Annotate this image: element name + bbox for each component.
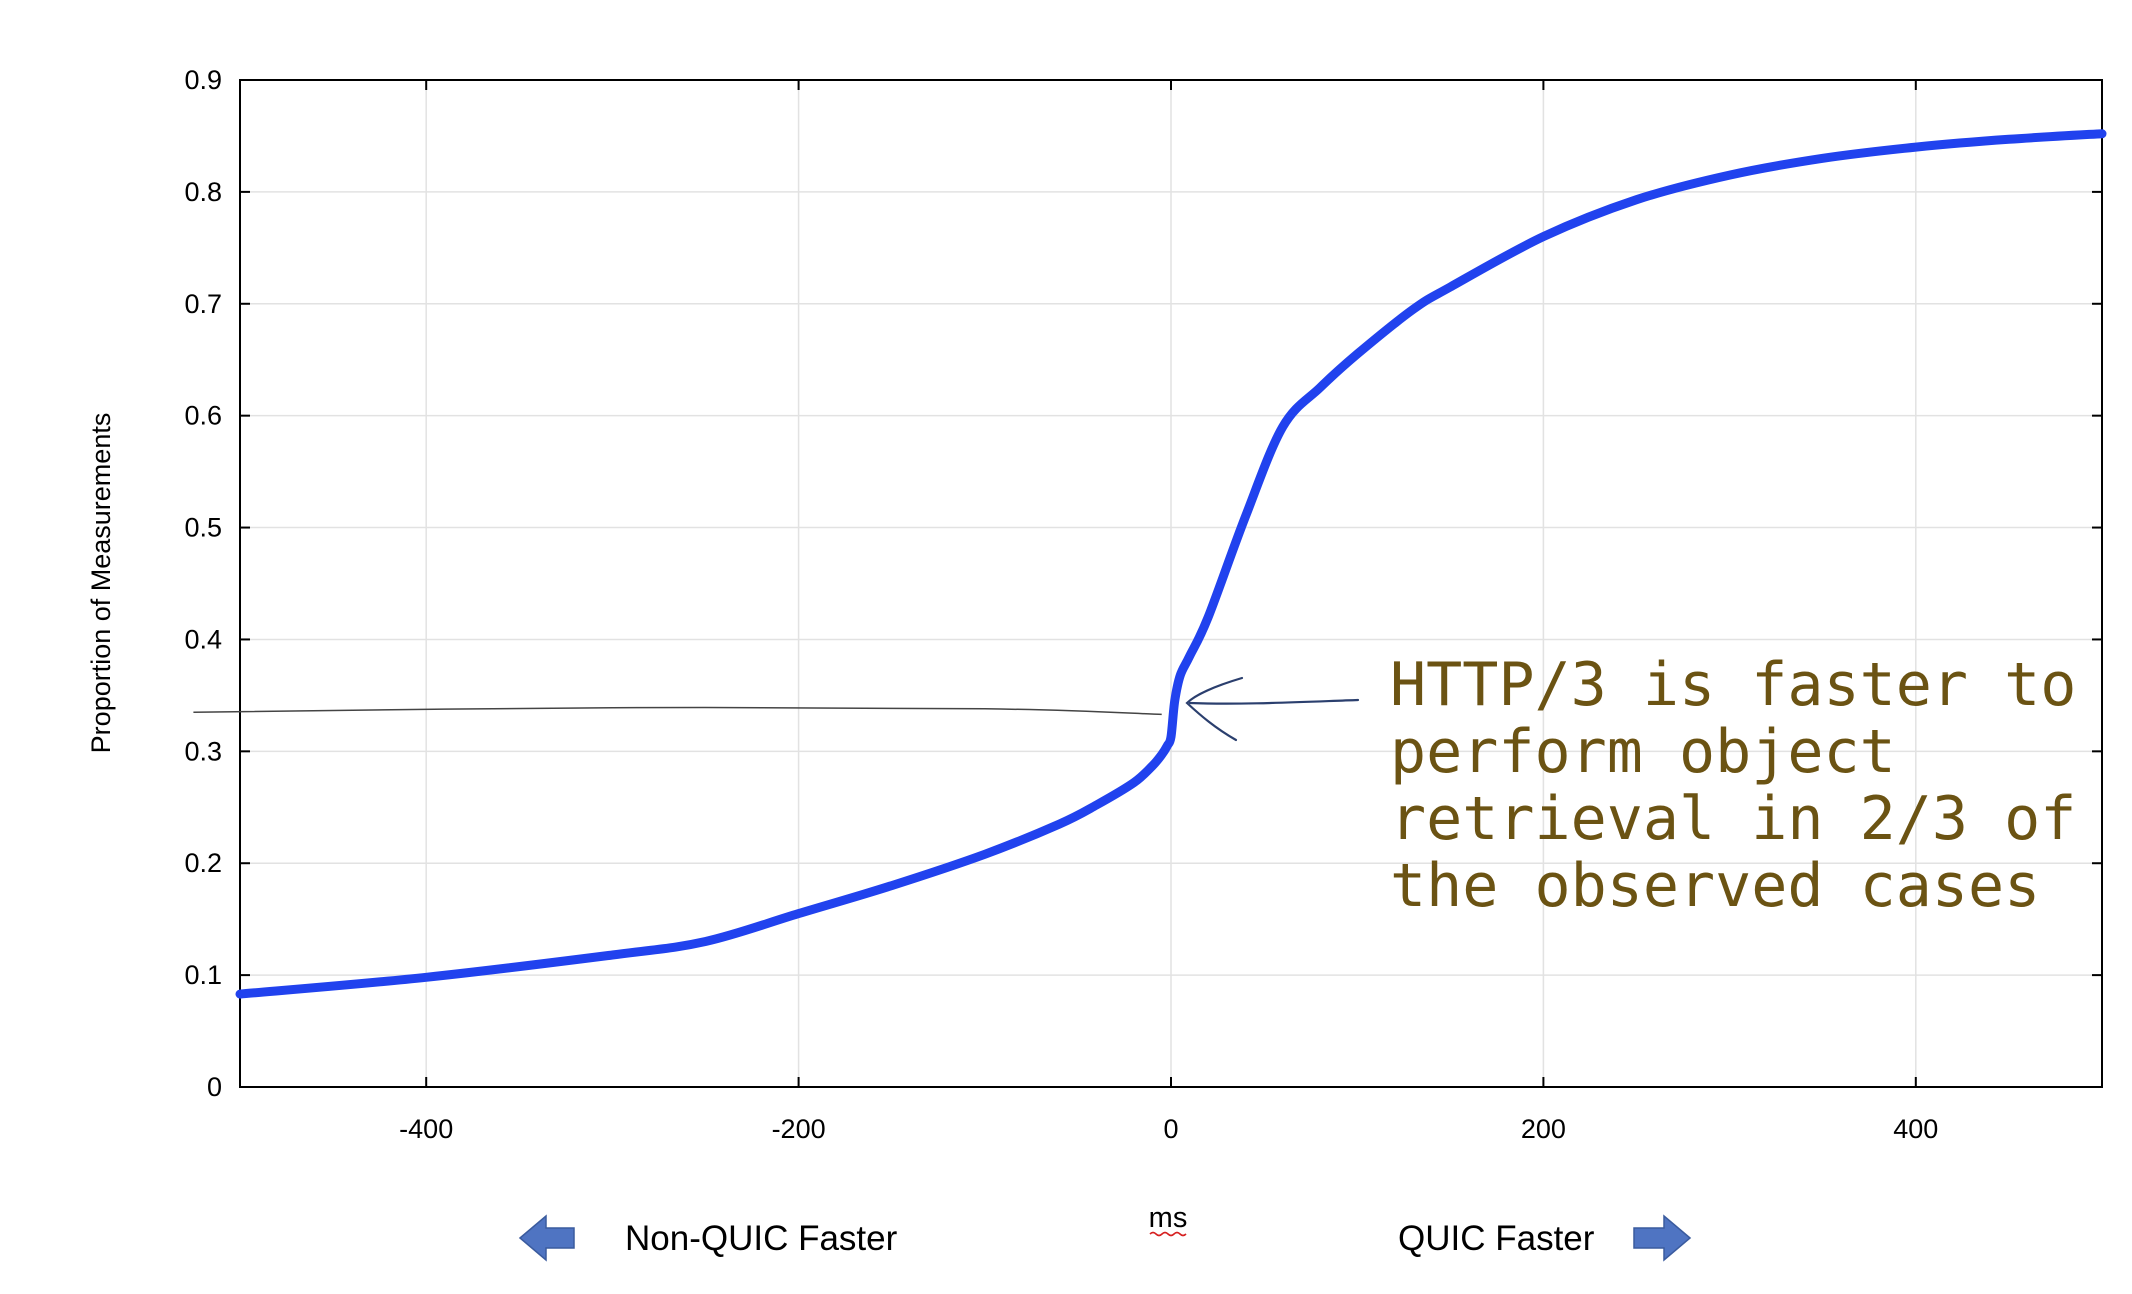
- legend-right-label: QUIC Faster: [1398, 1219, 1595, 1258]
- y-tick-labels: 0 0.1 0.2 0.3 0.4 0.5 0.6 0.7 0.8 0.9: [184, 65, 222, 1102]
- x-tick-labels: -400 -200 0 200 400: [399, 1114, 1938, 1144]
- grid-lines: [240, 80, 2102, 1087]
- x-axis-title: ms: [1149, 1202, 1188, 1234]
- y-tick-label: 0.6: [184, 401, 222, 431]
- annotation-text: HTTP/3 is faster to perform object retri…: [1390, 650, 2076, 921]
- x-tick-label: -400: [399, 1114, 453, 1144]
- y-tick-label: 0.8: [184, 177, 222, 207]
- x-tick-label: 0: [1163, 1114, 1178, 1144]
- right-arrow-icon: [1633, 1214, 1692, 1262]
- y-tick-label: 0.3: [184, 736, 222, 766]
- x-tick-label: 200: [1521, 1114, 1566, 1144]
- reference-line: [193, 706, 1162, 716]
- y-axis-title: Proportion of Measurements: [86, 413, 116, 754]
- y-tick-label: 0: [207, 1072, 222, 1102]
- y-tick-label: 0.9: [184, 65, 222, 95]
- annotation-arrow: [1185, 676, 1360, 742]
- x-tick-label: -200: [772, 1114, 826, 1144]
- y-tick-label: 0.5: [184, 513, 222, 543]
- spellcheck-underline: [1149, 1231, 1187, 1237]
- annotation-line-2: perform object: [1390, 717, 1896, 787]
- legend-left-label: Non-QUIC Faster: [625, 1219, 898, 1258]
- annotation-line-1: HTTP/3 is faster to: [1390, 650, 2076, 720]
- annotation-line-3: retrieval in 2/3 of: [1390, 784, 2076, 854]
- annotation-line-4: the observed cases: [1390, 851, 2040, 921]
- y-tick-label: 0.1: [184, 960, 222, 990]
- series-line: [235, 129, 2107, 999]
- axis-ticks: [240, 79, 2102, 1088]
- y-tick-label: 0.7: [184, 289, 222, 319]
- left-arrow-icon: [518, 1214, 575, 1262]
- y-tick-label: 0.2: [184, 848, 222, 878]
- x-tick-label: 400: [1893, 1114, 1938, 1144]
- y-tick-label: 0.4: [184, 624, 222, 654]
